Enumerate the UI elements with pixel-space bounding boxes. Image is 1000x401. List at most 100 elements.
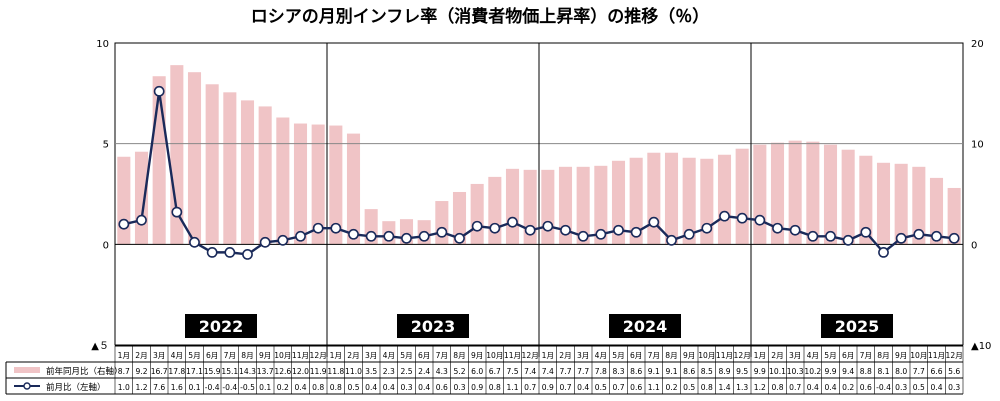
bar-yoy-30 bbox=[629, 157, 643, 245]
yoy-value-43: 8.8 bbox=[860, 367, 872, 376]
month-label-1: 1月 bbox=[118, 351, 130, 360]
point-mom-33 bbox=[683, 228, 695, 240]
point-mom-17 bbox=[401, 232, 412, 244]
mom-value-25: 0.9 bbox=[542, 383, 554, 392]
axes: 10 5 0 ▲５ 20 10 0 ▲10 bbox=[91, 39, 991, 352]
mom-value-16: 0.4 bbox=[383, 383, 395, 392]
point-mom-12 bbox=[312, 222, 324, 234]
bar-yoy-35 bbox=[717, 154, 732, 245]
mom-value-3: 7.6 bbox=[153, 383, 165, 392]
yoy-value-10: 12.6 bbox=[274, 367, 291, 376]
month-label-37: 1月 bbox=[754, 351, 766, 360]
mom-value-5: 0.1 bbox=[188, 383, 200, 392]
right-tick-0: 20 bbox=[971, 39, 984, 50]
bar-yoy-34 bbox=[700, 158, 714, 245]
point-mom-8 bbox=[242, 248, 253, 260]
mom-value-29: 0.7 bbox=[612, 383, 624, 392]
month-label-30: 6月 bbox=[630, 351, 642, 360]
month-label-22: 10月 bbox=[486, 351, 503, 360]
yoy-value-32: 9.1 bbox=[665, 367, 677, 376]
bar-yoy-13 bbox=[329, 125, 343, 245]
yoy-value-31: 9.1 bbox=[648, 367, 660, 376]
point-mom-37 bbox=[754, 214, 766, 226]
yoy-value-39: 10.3 bbox=[787, 367, 804, 376]
month-label-23: 11月 bbox=[504, 351, 521, 360]
bar-yoy-2 bbox=[134, 151, 149, 245]
yoy-value-12: 11.9 bbox=[310, 367, 327, 376]
point-mom-4 bbox=[171, 206, 183, 218]
month-label-21: 9月 bbox=[471, 351, 483, 360]
point-mom-13 bbox=[330, 222, 342, 234]
bar-yoy-32 bbox=[664, 152, 679, 245]
mom-value-13: 0.8 bbox=[330, 383, 342, 392]
point-mom-24 bbox=[524, 224, 536, 236]
point-mom-14 bbox=[348, 228, 359, 240]
yoy-value-28: 7.8 bbox=[595, 367, 607, 376]
month-label-11: 11月 bbox=[292, 351, 309, 360]
point-mom-32 bbox=[666, 234, 677, 246]
bar-yoy-9 bbox=[258, 106, 272, 245]
yoy-value-36: 9.5 bbox=[736, 367, 748, 376]
yoy-value-6: 15.9 bbox=[204, 367, 221, 376]
month-label-32: 8月 bbox=[665, 351, 677, 360]
bar-yoy-26 bbox=[558, 166, 573, 245]
bar-yoy-7 bbox=[223, 92, 237, 245]
point-mom-16 bbox=[383, 230, 395, 242]
month-label-35: 11月 bbox=[716, 351, 733, 360]
mom-value-27: 0.4 bbox=[577, 383, 589, 392]
month-label-29: 5月 bbox=[612, 351, 624, 360]
mom-value-9: 0.1 bbox=[259, 383, 271, 392]
point-mom-9 bbox=[259, 236, 271, 248]
year-label-2023: 2023 bbox=[411, 317, 456, 336]
bar-yoy-25 bbox=[541, 169, 555, 245]
bar-yoy-21 bbox=[470, 183, 484, 245]
bar-yoy-11 bbox=[293, 123, 308, 245]
point-mom-1 bbox=[118, 218, 130, 230]
month-label-40: 4月 bbox=[807, 351, 819, 360]
yoy-value-34: 8.5 bbox=[701, 367, 713, 376]
month-label-19: 7月 bbox=[436, 351, 448, 360]
yoy-value-40: 10.2 bbox=[804, 367, 821, 376]
point-mom-42 bbox=[842, 234, 854, 246]
plot-area: 2022 2023 2024 2025 bbox=[114, 42, 964, 357]
yoy-value-9: 13.7 bbox=[257, 367, 274, 376]
year-label-2025: 2025 bbox=[835, 317, 880, 336]
month-label-45: 9月 bbox=[895, 351, 907, 360]
mom-value-14: 0.5 bbox=[347, 383, 359, 392]
point-mom-18 bbox=[418, 230, 430, 242]
bar-yoy-28 bbox=[594, 165, 608, 245]
right-tick-1: 10 bbox=[971, 140, 984, 151]
month-label-33: 9月 bbox=[683, 351, 695, 360]
month-label-5: 5月 bbox=[188, 351, 200, 360]
yoy-value-44: 8.1 bbox=[877, 367, 889, 376]
bar-yoy-39 bbox=[788, 140, 802, 245]
bar-yoy-29 bbox=[611, 160, 626, 245]
left-tick-3: ▲５ bbox=[91, 341, 109, 352]
month-label-47: 11月 bbox=[928, 351, 945, 360]
yoy-value-23: 7.5 bbox=[506, 367, 518, 376]
month-label-13: 1月 bbox=[330, 351, 342, 360]
month-label-9: 9月 bbox=[259, 351, 271, 360]
bar-yoy-12 bbox=[311, 124, 325, 245]
mom-value-21: 0.9 bbox=[471, 383, 483, 392]
month-label-38: 2月 bbox=[771, 351, 783, 360]
yoy-value-38: 10.1 bbox=[769, 367, 786, 376]
yoy-value-8: 14.3 bbox=[239, 367, 256, 376]
month-label-12: 12月 bbox=[310, 351, 327, 360]
point-mom-21 bbox=[471, 220, 483, 232]
bar-yoy-5 bbox=[187, 72, 202, 245]
yoy-value-5: 17.1 bbox=[186, 367, 203, 376]
bar-yoy-4 bbox=[170, 65, 184, 245]
point-mom-34 bbox=[701, 222, 713, 234]
point-mom-25 bbox=[542, 220, 554, 232]
yoy-value-18: 2.4 bbox=[418, 367, 430, 376]
point-mom-41 bbox=[825, 230, 836, 242]
yoy-value-48: 5.6 bbox=[948, 367, 960, 376]
yoy-value-37: 9.9 bbox=[754, 367, 766, 376]
point-mom-47 bbox=[931, 230, 942, 242]
yoy-value-22: 6.7 bbox=[489, 367, 501, 376]
yoy-value-2: 9.2 bbox=[135, 367, 147, 376]
mom-value-38: 0.8 bbox=[771, 383, 783, 392]
month-label-34: 10月 bbox=[698, 351, 715, 360]
